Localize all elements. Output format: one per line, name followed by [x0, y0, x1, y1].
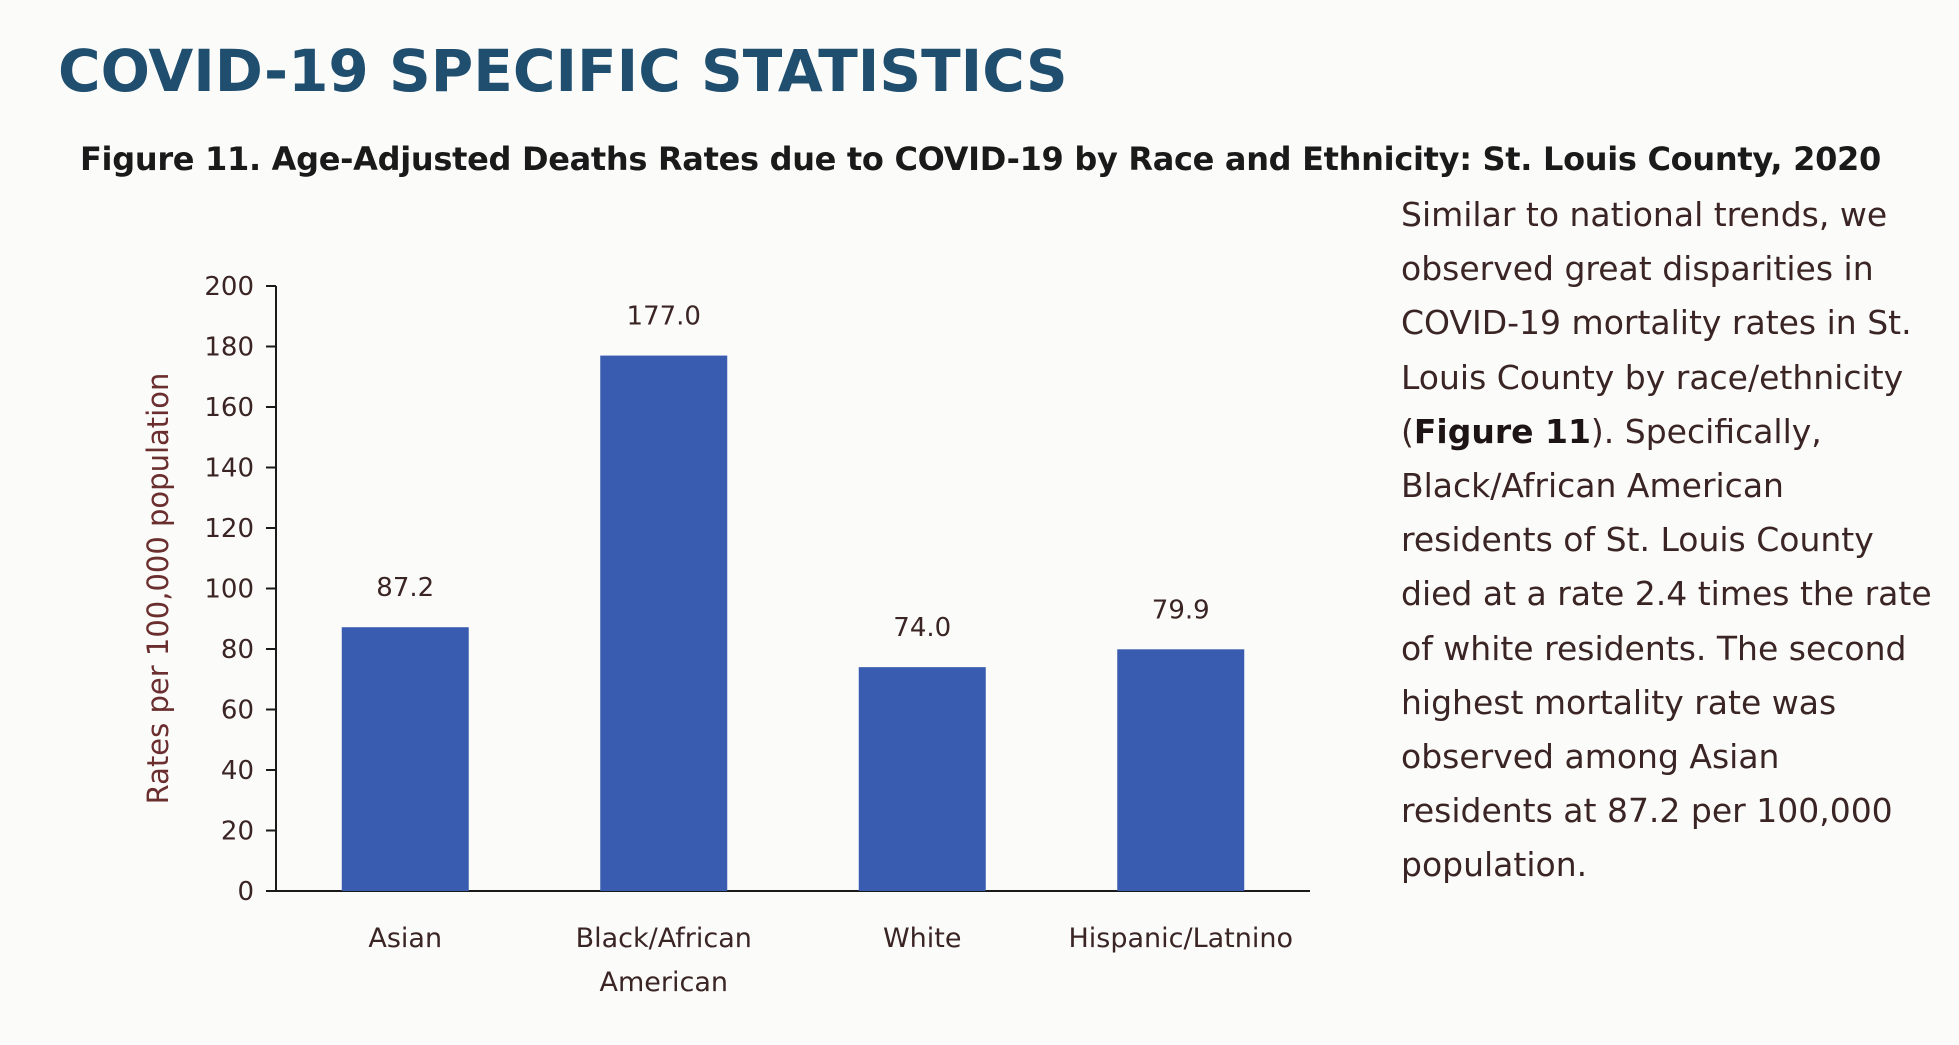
- description-text-1: Similar to national trends, we observed …: [1401, 195, 1912, 451]
- bar: [341, 627, 469, 891]
- bar-chart: 0 20 40 60 80 100 120 140 160 180 200 Rates per 100…: [141, 272, 1310, 998]
- y-tick-label: 80: [221, 635, 254, 665]
- y-tick-label: 120: [204, 514, 254, 544]
- y-tick-label: 160: [204, 393, 254, 423]
- y-tick-label: 60: [221, 696, 254, 726]
- y-tick-label: 20: [221, 817, 254, 847]
- bar: [1117, 649, 1245, 891]
- bar: [858, 667, 986, 891]
- x-tick-label: White: [883, 923, 962, 954]
- y-tick-label: 40: [221, 756, 254, 786]
- bar-value-label: 74.0: [893, 613, 951, 643]
- description-figure-ref: Figure 11: [1413, 411, 1591, 451]
- description-paragraph: Similar to national trends, we observed …: [1401, 188, 1941, 893]
- y-tick-label: 100: [204, 575, 254, 605]
- x-tick-label: Black/African: [576, 923, 752, 954]
- x-tick-label: American: [600, 967, 729, 998]
- y-tick-label: 140: [204, 454, 254, 484]
- page-heading: COVID-19 SPECIFIC STATISTICS: [58, 37, 1068, 105]
- y-tick-label: 0: [237, 877, 254, 907]
- bar-value-label: 177.0: [627, 302, 701, 332]
- y-tick-label: 200: [204, 272, 254, 302]
- y-tick-label: 180: [204, 333, 254, 363]
- description-text-2: ). Specifically, Black/African American …: [1401, 411, 1932, 885]
- bar-value-label: 87.2: [376, 573, 434, 603]
- x-tick-label: Asian: [368, 923, 442, 954]
- bar-value-label: 79.9: [1152, 595, 1210, 625]
- y-axis-title: Rates per 100,000 population: [141, 373, 175, 805]
- bar: [600, 355, 728, 891]
- figure-caption: Figure 11. Age-Adjusted Deaths Rates due…: [80, 140, 1881, 178]
- x-tick-label: Hispanic/Latnino: [1068, 923, 1293, 954]
